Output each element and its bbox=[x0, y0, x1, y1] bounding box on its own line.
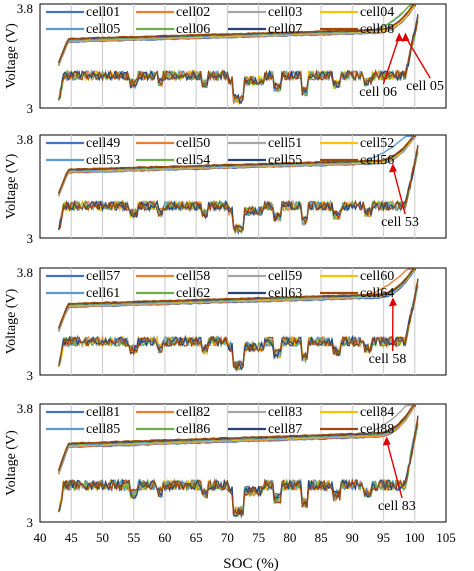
x-tick-label: 65 bbox=[190, 530, 203, 545]
x-tick-label: 80 bbox=[283, 530, 296, 545]
annotation-arrow bbox=[392, 167, 406, 215]
legend-label: cell88 bbox=[360, 422, 394, 437]
x-axis-label: SOC (%) bbox=[223, 556, 278, 571]
series-line-cell64 bbox=[58, 268, 416, 329]
legend-label: cell54 bbox=[176, 153, 210, 168]
x-tick-label: 75 bbox=[252, 530, 265, 545]
y-tick-label: 3 bbox=[27, 368, 34, 383]
annotation-label: cell 53 bbox=[381, 215, 419, 230]
legend-label: cell53 bbox=[86, 153, 120, 168]
legend-label: cell04 bbox=[360, 5, 394, 20]
annotation-label: cell 58 bbox=[369, 352, 407, 367]
legend-label: cell08 bbox=[360, 22, 394, 37]
annotation-arrowhead bbox=[395, 32, 404, 42]
annotation-arrowhead bbox=[388, 163, 397, 173]
legend-label: cell82 bbox=[176, 405, 210, 420]
series-line-cell88 bbox=[58, 404, 416, 471]
annotation-arrowhead bbox=[382, 436, 391, 446]
x-tick-label: 60 bbox=[158, 530, 171, 545]
x-tick-label: 95 bbox=[377, 530, 390, 545]
x-tick-label: 50 bbox=[96, 530, 109, 545]
legend-label: cell83 bbox=[268, 405, 302, 420]
y-tick-label: 3 bbox=[27, 101, 34, 116]
series-line-cell88-rest bbox=[58, 417, 419, 517]
annotation-label: cell 83 bbox=[378, 499, 416, 514]
series-line-cell08-rest bbox=[58, 16, 419, 102]
y-tick-label: 3.8 bbox=[17, 265, 33, 280]
legend-label: cell52 bbox=[360, 136, 394, 151]
x-tick-label: 70 bbox=[221, 530, 234, 545]
y-axis-label: Voltage (V) bbox=[4, 430, 19, 496]
y-tick-label: 3.8 bbox=[17, 1, 33, 16]
y-axis-label: Voltage (V) bbox=[4, 23, 19, 89]
x-tick-label: 55 bbox=[127, 530, 140, 545]
annotation-label: cell 05 bbox=[406, 79, 444, 94]
y-axis-label: Voltage (V) bbox=[4, 288, 19, 354]
x-tick-label: 40 bbox=[34, 530, 47, 545]
legend-label: cell64 bbox=[360, 286, 394, 301]
legend-label: cell86 bbox=[176, 422, 210, 437]
series-line-cell08 bbox=[58, 4, 416, 63]
x-tick-label: 100 bbox=[405, 530, 425, 545]
annotation-label: cell 06 bbox=[359, 85, 397, 100]
x-tick-label: 90 bbox=[346, 530, 359, 545]
legend-label: cell61 bbox=[86, 286, 120, 301]
x-tick-label: 105 bbox=[436, 530, 456, 545]
legend-label: cell62 bbox=[176, 286, 210, 301]
y-tick-label: 3.8 bbox=[17, 132, 33, 147]
legend-label: cell51 bbox=[268, 136, 302, 151]
legend-label: cell01 bbox=[86, 5, 120, 20]
legend-label: cell85 bbox=[86, 422, 120, 437]
legend-label: cell03 bbox=[268, 5, 302, 20]
y-tick-label: 3 bbox=[27, 231, 34, 246]
panel-1: 3.8 3 Voltage (V) cell01 cell02 cell03 cell04 c… bbox=[4, 1, 447, 116]
legend-label: cell02 bbox=[176, 5, 210, 20]
panel-4: 3.8 3 Voltage (V) cell81 cell82 cell83 cell84 c… bbox=[4, 401, 447, 530]
series-line-cell52 bbox=[58, 135, 417, 195]
annotation-arrow bbox=[404, 36, 431, 79]
legend-label: cell50 bbox=[176, 136, 210, 151]
legend-label: cell07 bbox=[268, 22, 302, 37]
legend-label: cell57 bbox=[86, 269, 120, 284]
series-line-cell56-rest bbox=[58, 146, 419, 233]
annotation-arrow bbox=[385, 440, 403, 499]
annotation-arrow bbox=[382, 36, 400, 85]
y-axis-label: Voltage (V) bbox=[4, 153, 19, 219]
legend-label: cell84 bbox=[360, 405, 394, 420]
legend-label: cell49 bbox=[86, 136, 120, 151]
legend-label: cell06 bbox=[176, 22, 210, 37]
y-tick-label: 3.8 bbox=[17, 401, 33, 416]
series-line-cell56 bbox=[58, 135, 416, 193]
panel-2: 3.8 3 Voltage (V) cell49 cell50 cell51 cell52 c… bbox=[4, 132, 447, 246]
legend-label: cell55 bbox=[268, 153, 302, 168]
legend-label: cell87 bbox=[268, 422, 302, 437]
annotation-arrowhead bbox=[388, 297, 397, 307]
series-line-cell64-rest bbox=[58, 280, 419, 372]
legend-label: cell05 bbox=[86, 22, 120, 37]
legend-label: cell59 bbox=[268, 269, 302, 284]
annotation-arrowhead bbox=[401, 32, 410, 42]
legend-label: cell81 bbox=[86, 405, 120, 420]
panel-3: 3.8 3 Voltage (V) cell57 cell58 cell59 cell60 c… bbox=[4, 265, 447, 383]
x-tick-label: 45 bbox=[65, 530, 78, 545]
legend-label: cell58 bbox=[176, 269, 210, 284]
y-tick-label: 3 bbox=[27, 515, 34, 530]
legend-label: cell56 bbox=[360, 153, 394, 168]
legend-label: cell60 bbox=[360, 269, 394, 284]
legend-label: cell63 bbox=[268, 286, 302, 301]
x-tick-label: 85 bbox=[315, 530, 328, 545]
